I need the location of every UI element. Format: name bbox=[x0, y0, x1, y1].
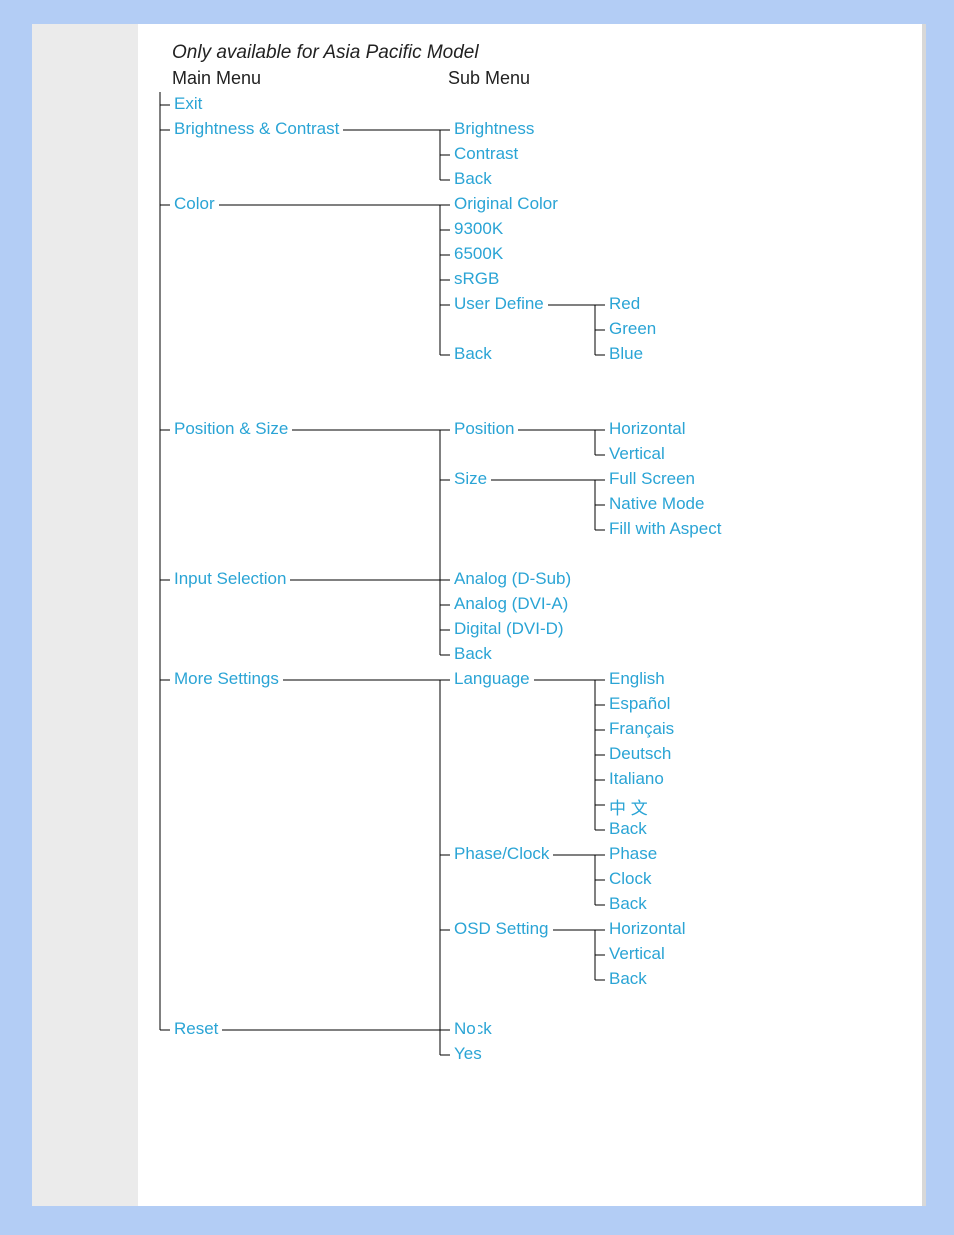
menu-item: Analog (D-Sub) bbox=[452, 569, 573, 589]
menu-item: Exit bbox=[172, 94, 204, 114]
menu-item: User Define bbox=[452, 294, 546, 314]
menu-item: Phase/Clock bbox=[452, 844, 551, 864]
menu-item: Color bbox=[172, 194, 217, 214]
menu-item: Size bbox=[452, 469, 489, 489]
menu-tree-diagram: Only available for Asia Pacific Model Ma… bbox=[32, 24, 922, 1206]
menu-item: Horizontal bbox=[607, 919, 688, 939]
menu-item: English bbox=[607, 669, 667, 689]
menu-item: Contrast bbox=[452, 144, 520, 164]
menu-item: No bbox=[452, 1019, 478, 1039]
menu-item: Italiano bbox=[607, 769, 666, 789]
menu-item: Español bbox=[607, 694, 672, 714]
menu-item: Green bbox=[607, 319, 658, 339]
menu-item: sRGB bbox=[452, 269, 501, 289]
menu-item: Analog (DVI-A) bbox=[452, 594, 570, 614]
menu-item: 6500K bbox=[452, 244, 505, 264]
menu-item: Vertical bbox=[607, 944, 667, 964]
menu-item: Fill with Aspect bbox=[607, 519, 723, 539]
menu-item: 中 文 bbox=[607, 794, 650, 819]
menu-item: Language bbox=[452, 669, 532, 689]
menu-item: Back bbox=[607, 819, 649, 839]
menu-item: Back bbox=[452, 169, 494, 189]
menu-item: Back bbox=[607, 894, 649, 914]
menu-item: Yes bbox=[452, 1044, 484, 1064]
menu-item: Original Color bbox=[452, 194, 560, 214]
menu-item: Blue bbox=[607, 344, 645, 364]
menu-item: More Settings bbox=[172, 669, 281, 689]
menu-item: Français bbox=[607, 719, 676, 739]
menu-item: Horizontal bbox=[607, 419, 688, 439]
menu-item: 9300K bbox=[452, 219, 505, 239]
menu-item: Input Selection bbox=[172, 569, 288, 589]
menu-item: Phase bbox=[607, 844, 659, 864]
menu-item: Back bbox=[607, 969, 649, 989]
menu-item: Brightness bbox=[452, 119, 536, 139]
menu-item: Red bbox=[607, 294, 642, 314]
menu-item: Reset bbox=[172, 1019, 220, 1039]
menu-item: Brightness & Contrast bbox=[172, 119, 341, 139]
menu-item: Position bbox=[452, 419, 516, 439]
menu-item: OSD Setting bbox=[452, 919, 551, 939]
menu-item: Vertical bbox=[607, 444, 667, 464]
menu-item: Digital (DVI-D) bbox=[452, 619, 566, 639]
document-sheet: Only available for Asia Pacific Model Ma… bbox=[32, 24, 922, 1206]
menu-item: Native Mode bbox=[607, 494, 706, 514]
menu-item: Back bbox=[452, 644, 494, 664]
menu-item: Position & Size bbox=[172, 419, 290, 439]
menu-item: Clock bbox=[607, 869, 654, 889]
menu-item: Back bbox=[452, 344, 494, 364]
menu-item: Deutsch bbox=[607, 744, 673, 764]
menu-item: Full Screen bbox=[607, 469, 697, 489]
